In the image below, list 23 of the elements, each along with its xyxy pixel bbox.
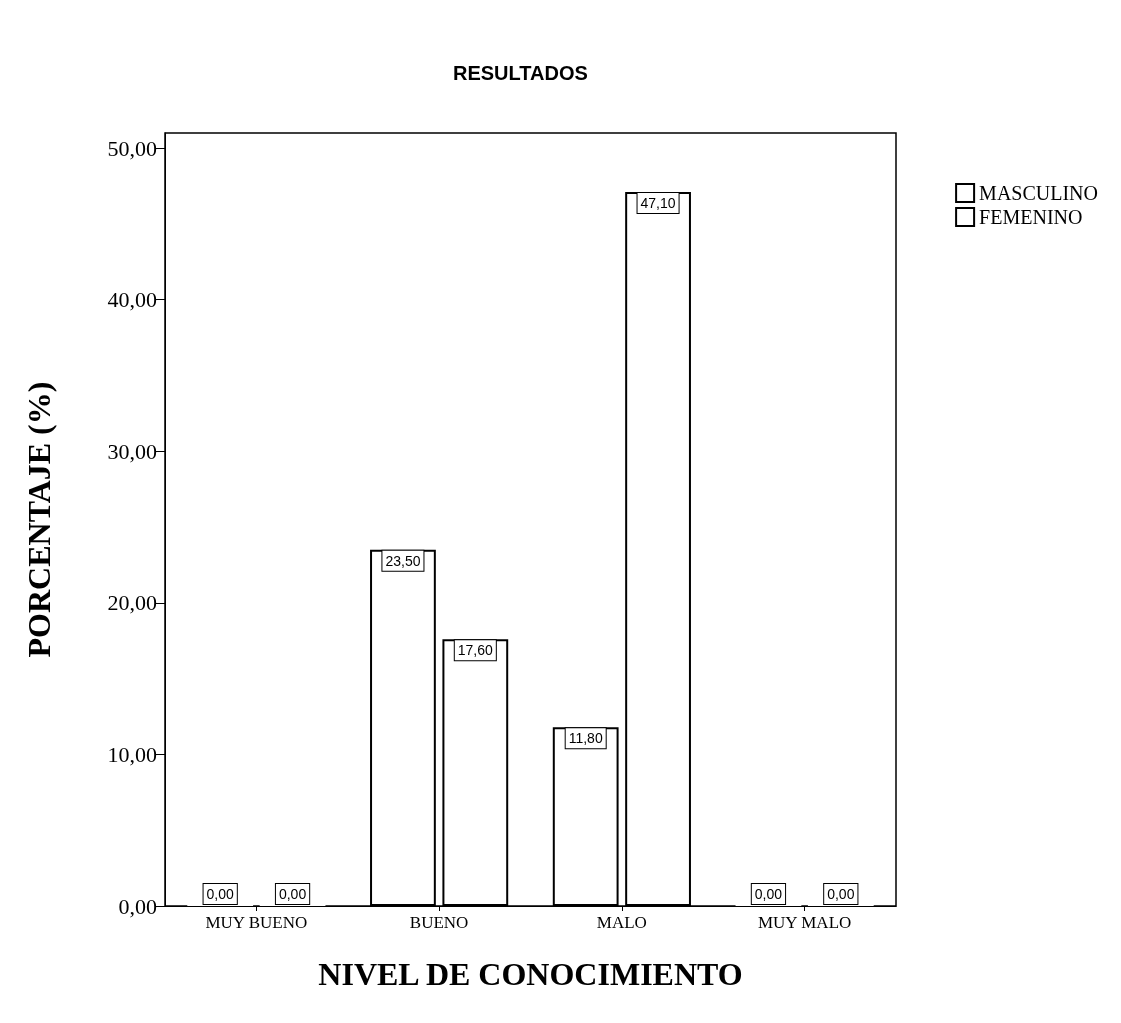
chart-title: RESULTADOS (453, 62, 588, 84)
x-tick-label: MUY MALO (757, 913, 852, 932)
data-label: 17,60 (457, 642, 494, 659)
y-axis-title: PORCENTAJE (%) (21, 381, 57, 658)
y-tick-label: 0,00 (118, 893, 157, 919)
data-label: 47,10 (640, 195, 676, 212)
y-tick-label: 20,00 (107, 590, 157, 616)
y-tick-label: 50,00 (107, 135, 157, 161)
data-label: 0,00 (206, 886, 235, 902)
x-tick-label: MUY BUENO (205, 913, 308, 932)
data-label: 23,50 (385, 552, 421, 569)
y-tick-label: 40,00 (107, 287, 157, 313)
y-tick-label: 10,00 (107, 741, 157, 767)
data-label: 0,00 (754, 886, 783, 902)
data-label: 0,00 (827, 886, 855, 902)
legend-label: FEMENINO (979, 206, 1083, 228)
x-tick-label: MALO (596, 913, 647, 932)
y-tick-label: 30,00 (107, 438, 157, 464)
x-tick-label: BUENO (409, 913, 469, 932)
x-axis-title: NIVEL DE CONOCIMIENTO (318, 956, 743, 992)
data-label: 11,80 (568, 730, 603, 747)
data-label: 0,00 (278, 886, 307, 902)
legend-label: MASCULINO (979, 182, 1099, 204)
